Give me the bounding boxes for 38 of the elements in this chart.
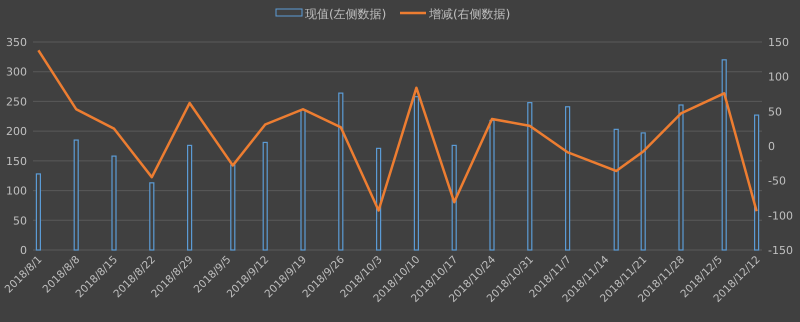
bar xyxy=(527,102,532,251)
y2-tick-label: 150 xyxy=(768,36,789,49)
y2-tick-label: 50 xyxy=(768,105,782,118)
y2-tick-label: -150 xyxy=(768,244,793,257)
bar xyxy=(754,114,760,251)
bar xyxy=(111,156,117,251)
bar xyxy=(262,142,268,251)
bar xyxy=(414,96,419,251)
bar xyxy=(187,144,192,251)
y-tick-label: 100 xyxy=(6,184,27,198)
y-tick-label: 350 xyxy=(6,36,27,49)
bar xyxy=(36,173,41,251)
y2-tick-label: 100 xyxy=(768,70,789,84)
y-tick-label: 50 xyxy=(13,214,27,228)
bar xyxy=(489,120,495,251)
bar xyxy=(678,104,684,251)
bar xyxy=(565,106,570,251)
line-series xyxy=(37,49,758,212)
y2-tick-label: 0 xyxy=(768,140,775,153)
bar xyxy=(614,128,619,251)
bar xyxy=(230,164,236,251)
legend-label: 增减(右侧数据) xyxy=(428,7,510,21)
y2-tick-label: -100 xyxy=(768,209,793,222)
bar xyxy=(149,182,154,251)
bar xyxy=(640,132,646,251)
bar xyxy=(338,92,344,251)
bar xyxy=(300,109,306,251)
y-tick-label: 0 xyxy=(20,244,27,257)
bar xyxy=(452,144,457,251)
bar xyxy=(74,139,79,251)
y-tick-label: 150 xyxy=(6,154,27,168)
bar xyxy=(376,148,382,251)
legend-label: 现值(左侧数据) xyxy=(305,7,386,21)
y2-tick-label: -50 xyxy=(768,174,786,188)
y-tick-label: 300 xyxy=(6,66,27,79)
y-tick-label: 250 xyxy=(6,95,27,108)
y-tick-label: 200 xyxy=(6,125,27,138)
bar xyxy=(722,59,727,251)
